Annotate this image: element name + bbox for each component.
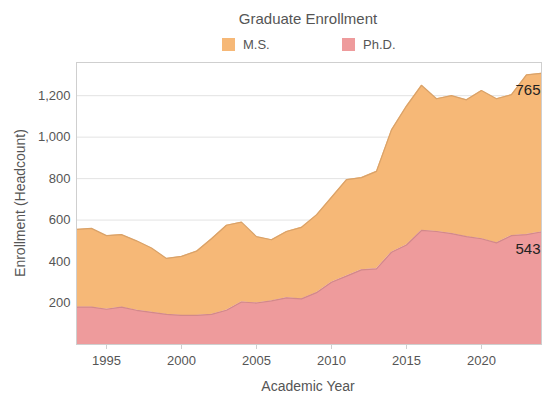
svg-text:800: 800 (49, 171, 71, 186)
svg-text:1,000: 1,000 (38, 129, 71, 144)
svg-text:600: 600 (49, 212, 71, 227)
html-text:M.S.: M.S. (243, 37, 270, 52)
svg-text:2000: 2000 (167, 353, 196, 368)
svg-text:1,200: 1,200 (38, 88, 71, 103)
svg-text:200: 200 (49, 295, 71, 310)
svg-text:400: 400 (49, 254, 71, 269)
html-text:Academic Year: Academic Year (261, 378, 355, 394)
svg-text:2010: 2010 (317, 353, 346, 368)
html-text:Graduate Enrollment: Graduate Enrollment (238, 10, 378, 27)
svg-text:2015: 2015 (392, 353, 421, 368)
html-text:Ph.D.: Ph.D. (363, 37, 396, 52)
svg-text:2020: 2020 (467, 353, 496, 368)
svg-text:543: 543 (515, 240, 540, 257)
svg-text:2005: 2005 (242, 353, 271, 368)
html-text:Enrollment (Headcount): Enrollment (Headcount) (12, 129, 28, 277)
svg-text:765: 765 (515, 81, 540, 98)
svg-text:1995: 1995 (92, 353, 121, 368)
